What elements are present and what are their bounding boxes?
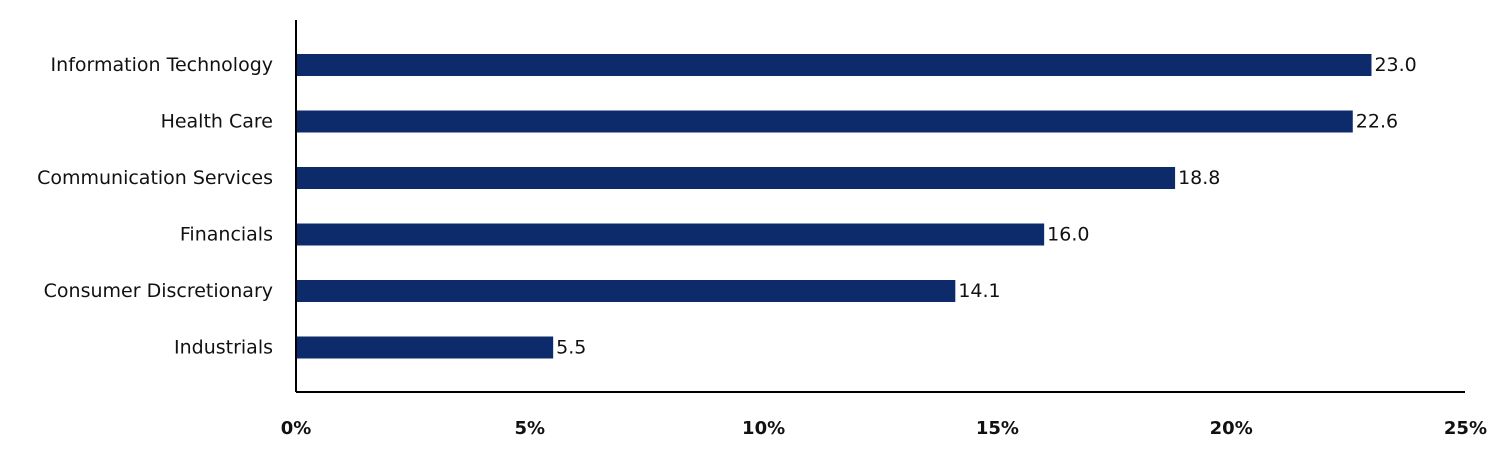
bar-4 bbox=[296, 280, 956, 302]
bar-1 bbox=[296, 110, 1353, 133]
category-label: Health Care bbox=[161, 111, 273, 133]
category-label: Industrials bbox=[174, 337, 273, 359]
category-label: Communication Services bbox=[37, 167, 273, 189]
value-labels: 23.0 22.6 18.8 16.0 14.1 5.5 bbox=[556, 54, 1417, 359]
x-tick-label: 5% bbox=[515, 418, 546, 439]
category-label: Consumer Discretionary bbox=[44, 280, 273, 302]
category-label: Information Technology bbox=[51, 54, 273, 76]
bar-5 bbox=[296, 336, 554, 359]
bar-3 bbox=[296, 223, 1045, 246]
bar-2 bbox=[296, 167, 1176, 189]
x-tick-label: 10% bbox=[742, 418, 785, 439]
x-tick-label: 15% bbox=[976, 418, 1019, 439]
value-label: 5.5 bbox=[556, 337, 586, 359]
value-label: 23.0 bbox=[1374, 54, 1416, 76]
bar-0 bbox=[296, 54, 1372, 76]
bars-group bbox=[296, 54, 1372, 359]
x-tick-label: 25% bbox=[1444, 418, 1487, 439]
value-label: 18.8 bbox=[1178, 167, 1220, 189]
value-label: 16.0 bbox=[1047, 224, 1089, 246]
category-label: Financials bbox=[180, 224, 273, 246]
x-tick-labels: 0% 5% 10% 15% 20% 25% bbox=[281, 418, 1487, 439]
category-labels: Information Technology Health Care Communi… bbox=[37, 54, 273, 359]
value-label: 14.1 bbox=[958, 280, 1000, 302]
x-tick-label: 20% bbox=[1210, 418, 1253, 439]
value-label: 22.6 bbox=[1356, 111, 1398, 133]
x-tick-label: 0% bbox=[281, 418, 312, 439]
